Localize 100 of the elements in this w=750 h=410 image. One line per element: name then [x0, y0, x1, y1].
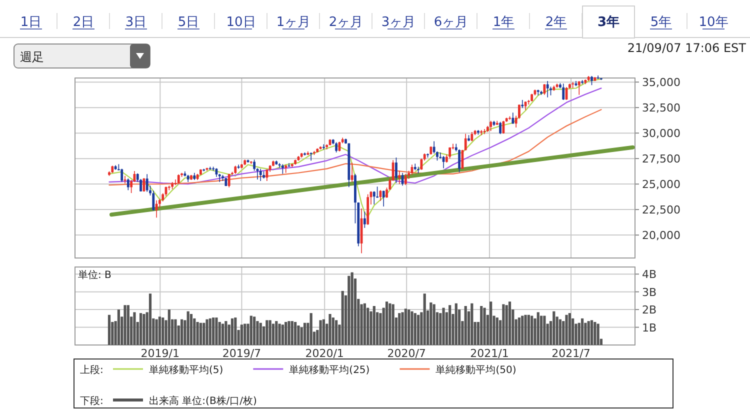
bar — [596, 324, 600, 345]
bar — [558, 319, 562, 345]
bar — [230, 318, 234, 345]
bar — [244, 324, 246, 345]
bar — [408, 310, 410, 345]
bar — [372, 306, 376, 345]
bar — [162, 318, 164, 345]
candlestick — [512, 112, 514, 124]
y-tick-label: 35,000 — [642, 76, 680, 90]
candlestick — [142, 178, 146, 192]
candlestick — [502, 120, 505, 134]
x-tick-label: 2020/1 — [305, 347, 344, 360]
candlestick — [177, 174, 180, 184]
bar — [432, 304, 436, 345]
bar — [288, 321, 290, 345]
bar — [278, 324, 281, 345]
bar — [410, 311, 414, 345]
text: 6ヶ月 — [434, 15, 468, 30]
bar — [543, 316, 546, 345]
bar — [398, 313, 401, 345]
bar — [206, 319, 208, 345]
bar — [117, 310, 120, 345]
bar — [202, 322, 206, 345]
bar — [297, 326, 300, 345]
line-series — [108, 109, 602, 186]
text: 10日 — [226, 15, 256, 30]
text: 3ヶ月 — [381, 15, 416, 30]
text: 5年 — [650, 15, 672, 30]
bar — [108, 314, 111, 345]
bar — [148, 294, 152, 345]
y-tick-label: 25,000 — [642, 178, 680, 192]
bar — [250, 316, 252, 345]
bar — [215, 318, 218, 345]
bar — [505, 305, 508, 345]
bar — [442, 308, 445, 345]
bar — [540, 316, 543, 345]
bar — [281, 324, 284, 345]
y-tick-label: 4B — [642, 268, 657, 282]
bar — [414, 313, 416, 345]
x-tick-label: 2019/7 — [222, 347, 262, 360]
text: 10年 — [698, 15, 728, 30]
candlestick — [562, 83, 565, 100]
candlestick — [259, 168, 262, 182]
legend-label: 出来高 単位:(B株/口/枚) — [149, 395, 258, 407]
bar — [155, 319, 158, 345]
x-tick-label: 2021/1 — [470, 347, 509, 360]
legend-label: 単純移動平均(5) — [149, 364, 224, 376]
candlestick — [543, 84, 546, 96]
bar — [496, 318, 498, 345]
candlestick — [350, 162, 354, 182]
y-tick-label: 32,500 — [642, 102, 680, 115]
bar — [142, 314, 146, 345]
bar — [158, 316, 161, 345]
legend-title: 上段: — [80, 364, 104, 376]
candlestick — [404, 173, 407, 186]
text: 5日 — [178, 15, 200, 30]
bar — [401, 312, 404, 345]
bar — [430, 302, 432, 345]
candlestick — [546, 80, 549, 98]
bar — [363, 303, 366, 345]
legend-label: 単純移動平均(50) — [436, 364, 516, 376]
bar — [584, 322, 587, 345]
bar — [417, 314, 420, 345]
bar — [139, 313, 142, 345]
bar — [594, 322, 596, 345]
bar — [521, 316, 524, 345]
bar — [565, 314, 568, 345]
bar — [454, 303, 458, 345]
bar — [508, 302, 512, 345]
candlestick — [398, 170, 401, 184]
candlestick — [335, 142, 338, 153]
bar — [470, 303, 474, 345]
text: 3年 — [597, 15, 620, 30]
legend-label: 単純移動平均(25) — [289, 364, 370, 376]
bar — [483, 308, 486, 345]
y-tick-label: 22,500 — [642, 204, 680, 217]
bar — [174, 319, 177, 345]
bar — [328, 314, 332, 345]
candlestick — [126, 178, 130, 191]
bar — [332, 318, 334, 345]
line-series — [108, 78, 602, 218]
candlestick — [521, 100, 524, 108]
y-tick-label: 1B — [642, 321, 657, 334]
bar — [126, 305, 130, 345]
candlestick — [439, 152, 442, 159]
bar — [199, 322, 202, 345]
text: 1日 — [20, 15, 42, 30]
x-tick-label: 2019/1 — [140, 347, 180, 360]
bar — [518, 318, 521, 345]
bar — [234, 318, 237, 345]
text: 3日 — [125, 15, 147, 30]
text: 週足 — [20, 50, 44, 64]
bar — [527, 314, 530, 345]
candlestick — [372, 190, 376, 205]
bar — [218, 322, 221, 345]
candlestick — [310, 152, 312, 162]
bar — [224, 321, 228, 345]
bar — [530, 316, 534, 345]
candlestick — [596, 75, 600, 80]
bar — [448, 305, 452, 345]
